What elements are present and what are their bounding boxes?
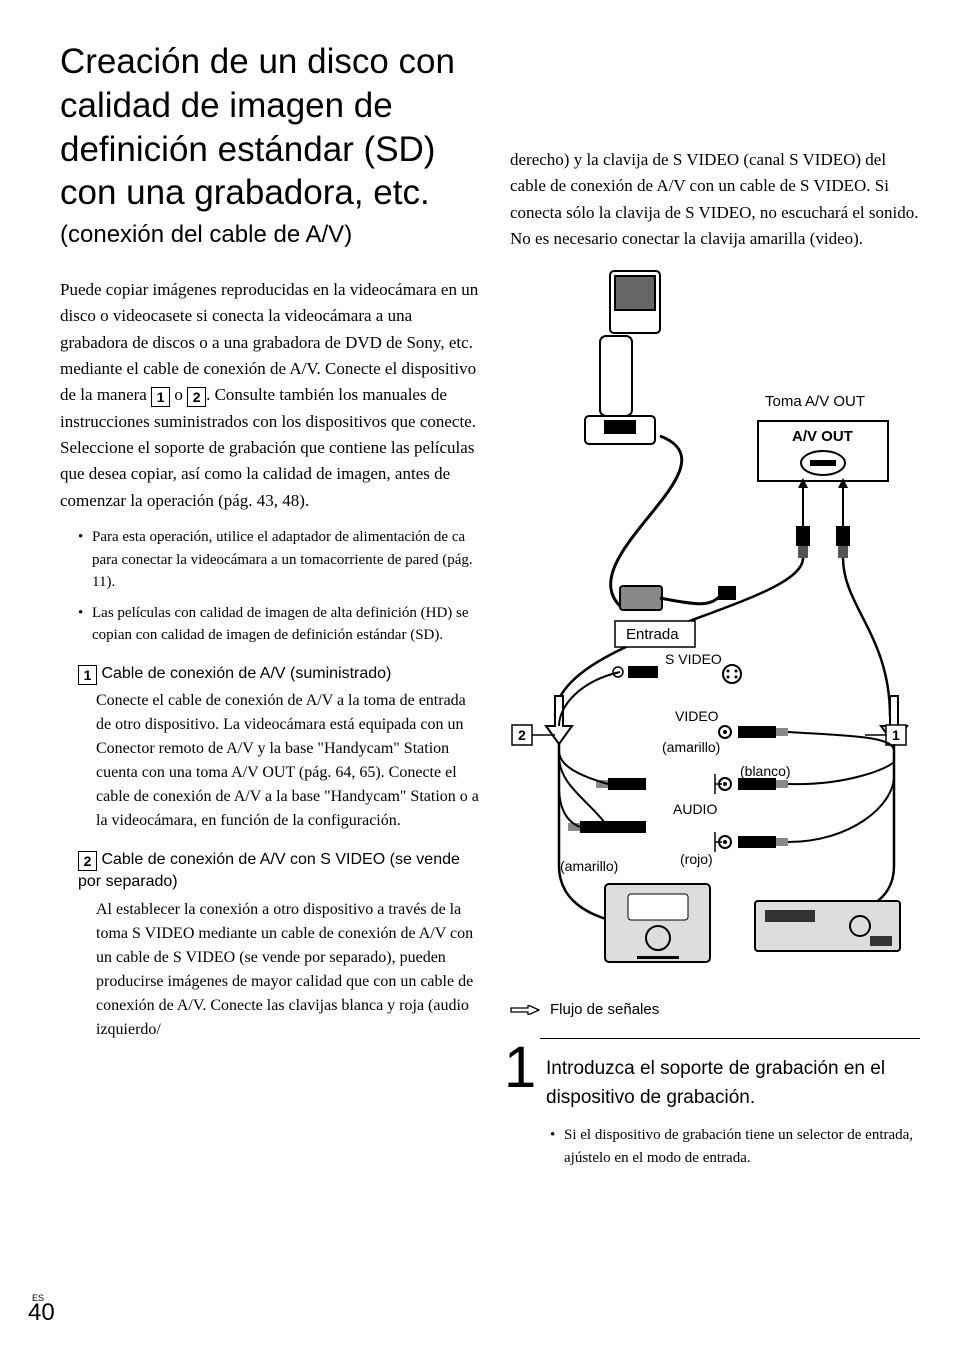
step-1-bullet: Si el dispositivo de grabación tiene un … [550,1124,920,1169]
step-1-title: Introduzca el soporte de grabación en el… [546,1055,920,1112]
connection-diagram: Toma A/V OUT A/V OUT [510,266,920,991]
intro-text-mid: o [170,385,187,404]
numbered-item-1: 1 Cable de conexión de A/V (suministrado… [60,663,480,833]
intro-bullet-list: Para esta operación, utilice el adaptado… [60,526,480,647]
diagram-amarillo2-label: (amarillo) [560,858,618,874]
diagram-audio-label: AUDIO [673,801,717,817]
numbered-item-1-body: Conecte el cable de conexión de A/V a la… [78,689,480,833]
page-footer: ES 40 [28,1293,55,1327]
boxnum-1-inline: 1 [151,387,170,407]
intro-paragraph: Puede copiar imágenes reproducidas en la… [60,277,480,514]
diagram-svg: Toma A/V OUT A/V OUT [510,266,910,986]
diagram-entrada-label: Entrada [626,626,679,643]
page-title: Creación de un disco con calidad de imag… [60,40,480,215]
diagram-rojo-label: (rojo) [680,851,713,867]
numbered-item-2-body: Al establecer la conexión a otro disposi… [78,898,480,1042]
diagram-box-1: 1 [892,727,900,743]
diagram-video-label: VIDEO [675,708,719,724]
numbered-item-1-title: Cable de conexión de A/V (suministrado) [97,665,391,682]
intro-bullet: Las películas con calidad de imagen de a… [78,602,480,647]
footer-page-number: 40 [28,1299,55,1326]
step-1: 1 Introduzca el soporte de grabación en … [540,1038,920,1169]
signal-flow-legend: Flujo de señales [510,1001,920,1018]
boxnum-2-inline: 2 [187,387,206,407]
diagram-amarillo-label: (amarillo) [662,739,720,755]
right-continued-text: derecho) y la clavija de S VIDEO (canal … [510,147,920,252]
flow-label: Flujo de señales [550,1001,659,1018]
numbered-item-2-title: Cable de conexión de A/V con S VIDEO (se… [78,851,460,890]
intro-bullet: Para esta operación, utilice el adaptado… [78,526,480,594]
diagram-blanco-label: (blanco) [740,763,791,779]
boxnum-1: 1 [78,665,97,685]
numbered-item-2: 2 Cable de conexión de A/V con S VIDEO (… [60,849,480,1042]
page-subtitle: (conexión del cable de A/V) [60,221,480,249]
diagram-avout-label: A/V OUT [792,428,853,445]
flow-arrow-icon [510,1005,540,1015]
boxnum-2: 2 [78,851,97,871]
diagram-svideo-label: S VIDEO [665,651,722,667]
step-1-number: 1 [504,1039,536,1097]
diagram-toma-label: Toma A/V OUT [765,393,865,410]
diagram-box-2: 2 [518,727,526,743]
